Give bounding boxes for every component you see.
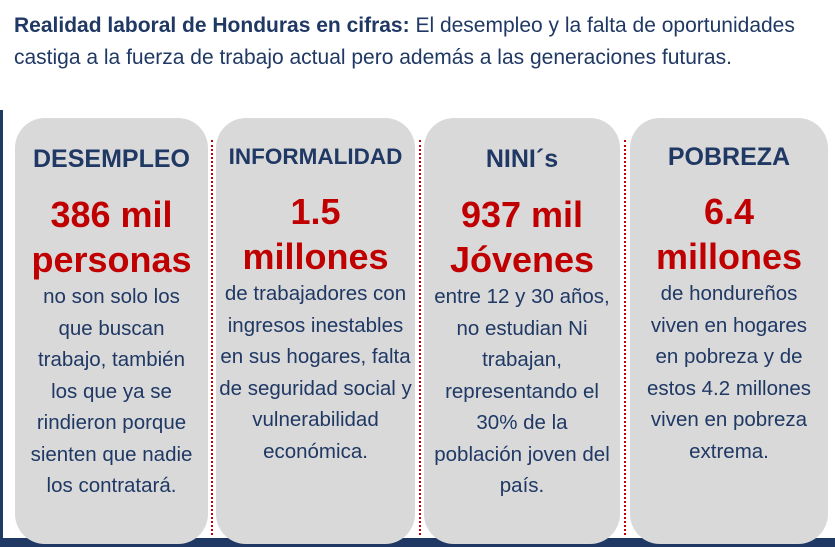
card-stat-unit: Jóvenes bbox=[449, 239, 595, 280]
card-stat-value: 937 mil bbox=[460, 194, 584, 235]
separator-3 bbox=[624, 140, 626, 535]
card-description: de hondureños viven en hogares en pobrez… bbox=[646, 282, 812, 463]
card-description: de trabajadores con ingresos inestables … bbox=[219, 282, 412, 463]
card-description: no son solo los que buscan trabajo, tamb… bbox=[30, 285, 193, 497]
card-stat-unit: millones bbox=[242, 236, 389, 277]
card-stat-unit: personas bbox=[31, 239, 192, 280]
card-stat-value: 6.4 bbox=[703, 191, 755, 232]
card-ninis: NINI´s 937 mil Jóvenes entre 12 y 30 año… bbox=[424, 118, 620, 544]
headline-bold: Realidad laboral de Honduras en cifras: bbox=[14, 14, 410, 37]
headline-text: El desempleo y la falta de oportunidades… bbox=[14, 14, 795, 69]
card-informalidad: INFORMALIDAD 1.5 millones de trabajadore… bbox=[216, 118, 415, 544]
left-frame-bar bbox=[0, 110, 3, 547]
card-title: POBREZA bbox=[667, 143, 791, 171]
separator-1 bbox=[211, 140, 213, 535]
separator-2 bbox=[419, 140, 421, 535]
card-title: DESEMPLEO bbox=[33, 145, 190, 173]
card-stat-value: 386 mil bbox=[50, 194, 173, 235]
card-stat-unit: millones bbox=[655, 236, 803, 277]
card-title: INFORMALIDAD bbox=[228, 144, 403, 169]
card-stat-value: 1.5 bbox=[290, 191, 341, 232]
card-pobreza: POBREZA 6.4 millones de hondureños viven… bbox=[630, 118, 828, 544]
card-title: NINI´s bbox=[485, 145, 559, 173]
card-desempleo: DESEMPLEO 386 mil personas no son solo l… bbox=[15, 118, 208, 544]
card-description: entre 12 y 30 años, no estudian Ni traba… bbox=[434, 285, 610, 497]
page-headline: Realidad laboral de Honduras en cifras: … bbox=[14, 10, 814, 74]
bottom-frame-bar bbox=[0, 538, 835, 547]
